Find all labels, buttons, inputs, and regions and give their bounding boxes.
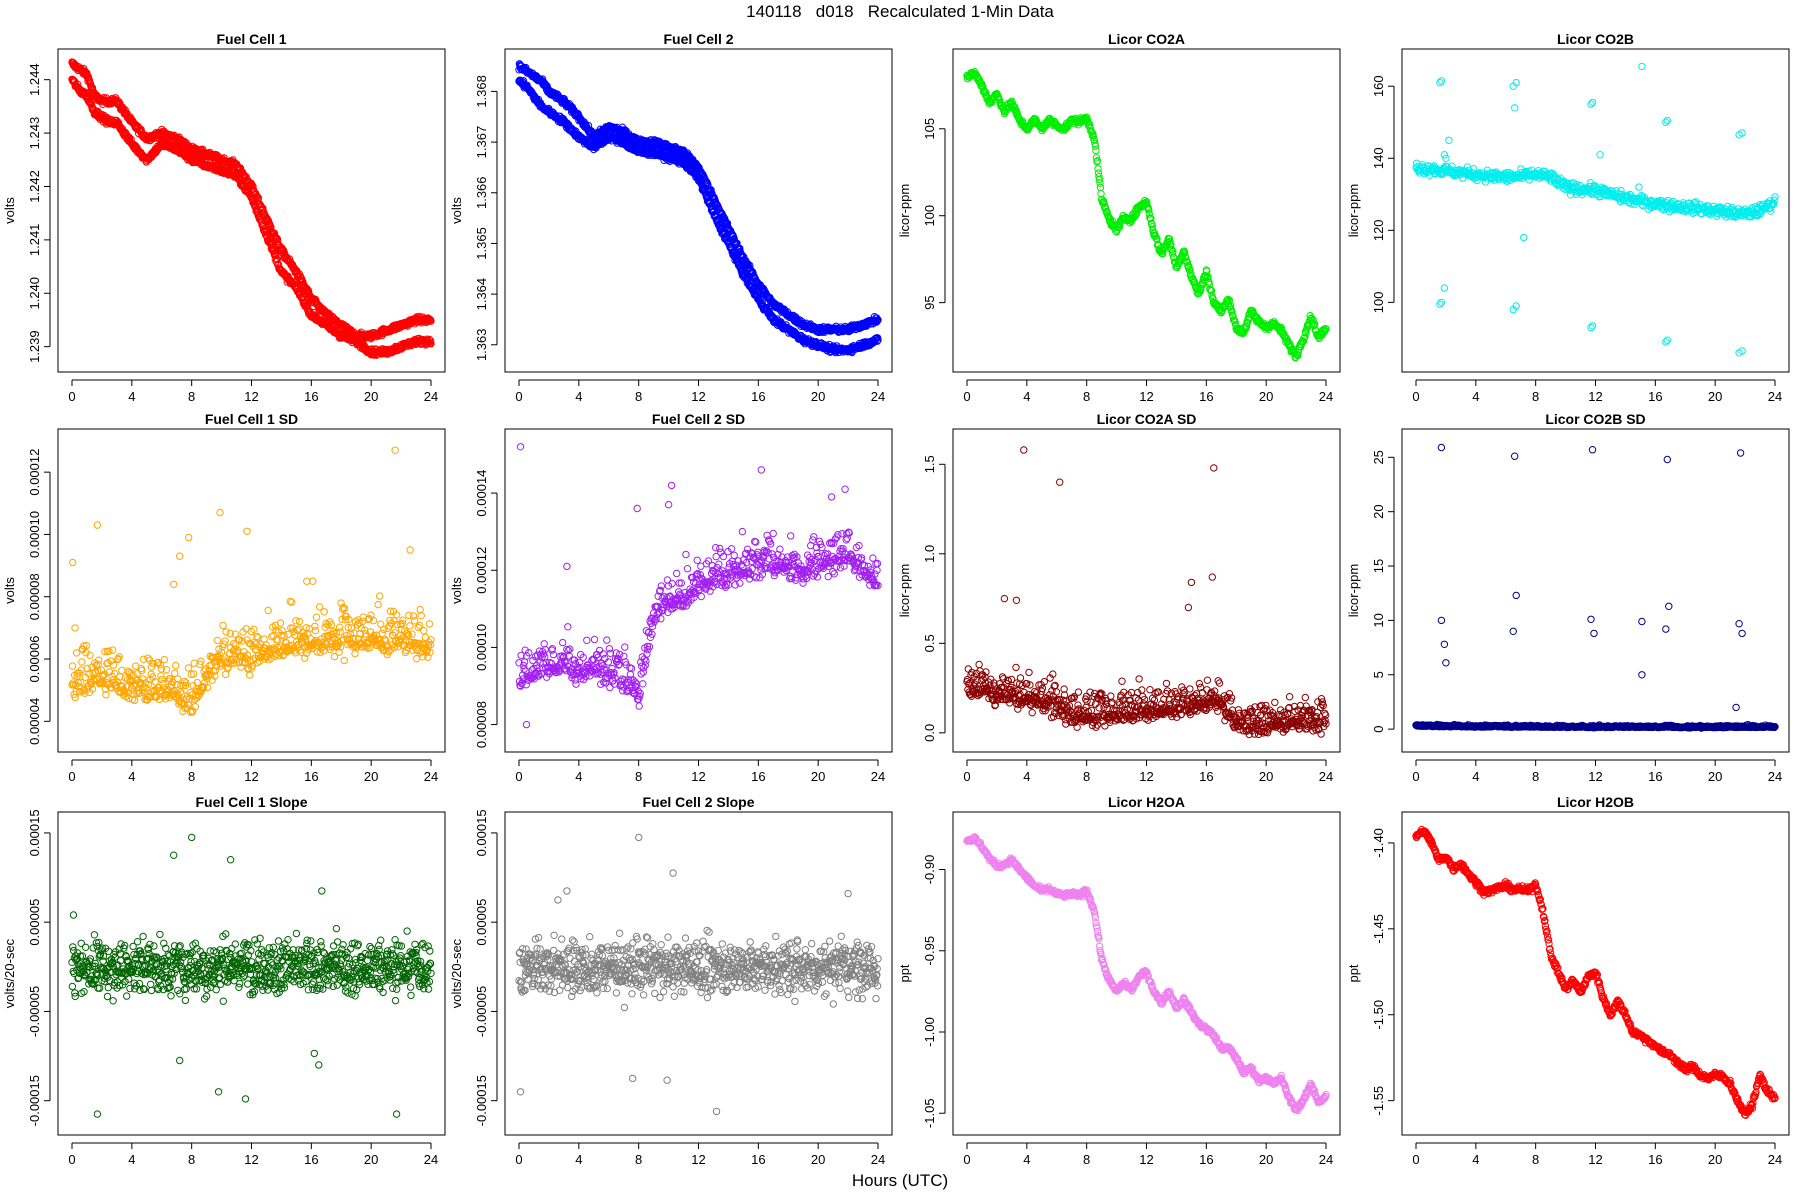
x-tick-label: 12: [244, 389, 258, 404]
x-tick-label: 16: [1648, 389, 1662, 404]
panel-title: Licor CO2B: [1557, 31, 1634, 47]
y-axis-label: licor-ppm: [897, 184, 912, 237]
x-tick-label: 20: [1708, 389, 1722, 404]
x-tick-label: 12: [1139, 389, 1153, 404]
y-tick-label: 1.367: [474, 126, 489, 159]
y-tick-label: 95: [922, 295, 937, 309]
panel-licor-co2b: Licor CO2B licor-ppm 0 4 8 12 16 20 24 100 120 140 1…: [1346, 31, 1790, 404]
data-point: [259, 222, 267, 231]
x-tick-label: 0: [68, 389, 75, 404]
data-point: [1097, 190, 1105, 198]
y-tick-label: 120: [1371, 219, 1386, 241]
x-tick-label: 24: [424, 389, 438, 404]
data-point: [232, 169, 241, 177]
y-tick-label: 1.363: [474, 329, 489, 362]
data-point: [73, 80, 82, 89]
data-point: [1092, 146, 1100, 155]
data-point: [1096, 183, 1105, 192]
y-tick-label: 1.365: [474, 227, 489, 260]
x-tick-label: 12: [1588, 389, 1602, 404]
x-tick-label: 4: [128, 389, 135, 404]
data-point: [236, 164, 245, 172]
x-tick-label: 24: [1319, 389, 1333, 404]
y-tick-label: 105: [922, 118, 937, 140]
figure-title: 140118 d018 Recalculated 1-Min Data: [746, 2, 1054, 21]
x-tick-label: 0: [963, 389, 970, 404]
x-tick-label: 12: [691, 389, 705, 404]
x-tick-label: 20: [364, 389, 378, 404]
x-tick-label: 24: [1768, 389, 1782, 404]
panel-fuel-cell-2: Fuel Cell 2 volts 0 4 8 12 16 20 24 1.363 1.364 1.3…: [449, 31, 893, 404]
y-tick-label: 1.239: [27, 330, 42, 363]
data-point: [274, 237, 282, 246]
y-tick-label: 1.366: [474, 176, 489, 209]
x-tick-label: 8: [188, 389, 195, 404]
x-tick-label: 16: [304, 389, 318, 404]
data-point: [113, 97, 122, 105]
data-point: [426, 337, 435, 345]
panel-fuel-cell-1: Fuel Cell 1 volts 0 4 8 12 16 20 24 1.239 1.240 1.2…: [2, 31, 446, 404]
panel-title: Fuel Cell 2: [663, 31, 733, 47]
x-tick-label: 20: [1259, 389, 1273, 404]
plot-frame: [57, 48, 446, 373]
x-tick-label: 0: [1412, 389, 1419, 404]
plot-frame: [504, 48, 893, 373]
y-tick-label: 1.242: [27, 170, 42, 203]
data-point: [293, 284, 301, 292]
x-tick-label: 16: [751, 389, 765, 404]
data-point: [425, 335, 434, 344]
data-point: [273, 255, 281, 264]
data-point: [262, 228, 271, 237]
y-tick-label: 1.241: [27, 224, 42, 257]
x-tick-label: 20: [811, 389, 825, 404]
x-tick-label: 4: [1472, 389, 1479, 404]
y-tick-label: 1.364: [474, 278, 489, 311]
x-tick-label: 8: [1083, 389, 1090, 404]
x-tick-label: 8: [635, 389, 642, 404]
y-tick-label: 1.240: [27, 277, 42, 310]
data-point: [298, 276, 306, 285]
y-axis-label: volts: [2, 197, 17, 224]
x-tick-label: 16: [1199, 389, 1213, 404]
data-point: [263, 233, 271, 242]
panel-title: Licor CO2A: [1108, 31, 1185, 47]
y-tick-label: 1.244: [27, 63, 42, 96]
data-point: [297, 289, 305, 297]
panel-licor-co2a: Licor CO2A licor-ppm 0 4 8 12 16 20 24 95 100 105: [897, 31, 1341, 404]
data-point: [427, 340, 435, 348]
data-point: [254, 208, 262, 217]
y-tick-label: 1.243: [27, 117, 42, 150]
y-tick-label: 1.368: [474, 75, 489, 108]
data-point: [242, 183, 251, 192]
x-tick-label: 4: [575, 389, 582, 404]
data-point: [250, 197, 258, 206]
y-tick-label: 140: [1371, 147, 1386, 169]
x-tick-label: 0: [515, 389, 522, 404]
x-tick-label: 4: [1023, 389, 1030, 404]
y-tick-label: 100: [922, 205, 937, 227]
y-axis-label: volts: [449, 197, 464, 224]
y-tick-label: 160: [1371, 75, 1386, 97]
x-tick-label: 24: [871, 389, 885, 404]
data-point: [427, 317, 435, 325]
y-axis-label: licor-ppm: [1346, 184, 1361, 237]
y-tick-label: 100: [1371, 292, 1386, 314]
data-point: [115, 119, 123, 127]
x-tick-label: 8: [1532, 389, 1539, 404]
panel-title: Fuel Cell 1: [216, 31, 286, 47]
